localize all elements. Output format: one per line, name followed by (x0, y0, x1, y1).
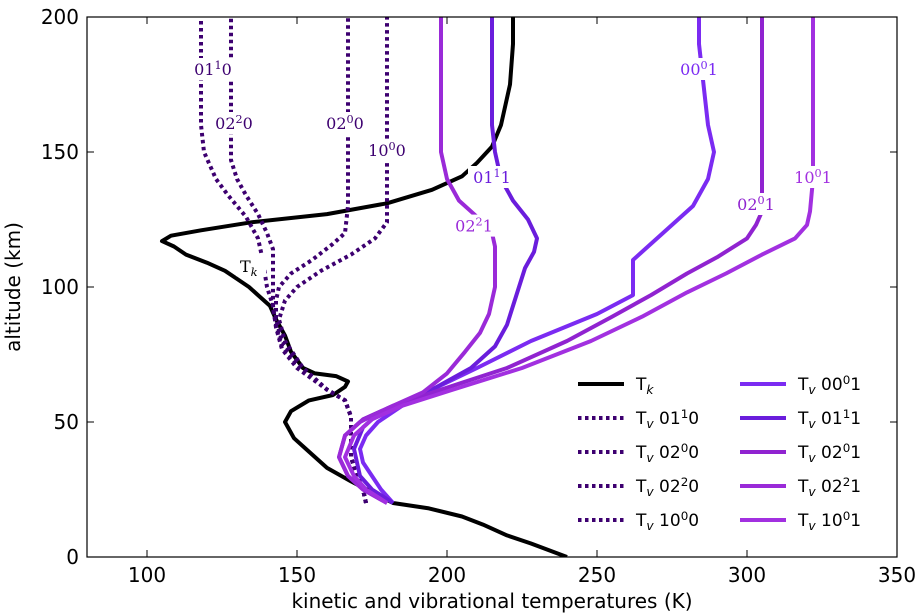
curve-label-bg (210, 112, 258, 134)
x-tick-label: 150 (278, 563, 316, 587)
curve-label-tv-100-1: 1001 (794, 167, 832, 187)
curve-label-bg (236, 254, 266, 277)
y-axis-title: altitude (km) (1, 222, 25, 352)
legend-label-tv-100-1: Tv 1001 (797, 509, 861, 533)
y-tick-label: 150 (41, 140, 79, 164)
legend-label-t-k: Tk (635, 375, 654, 397)
curve-label-tv-022-0: 0220 (215, 113, 253, 133)
y-tick-label: 100 (41, 275, 79, 299)
legend-label-tv-020-0: Tv 0200 (635, 441, 699, 465)
curve-labels: Tk 0110 0200 0220 1000 0001 0111 0201 0221 1001 (189, 58, 837, 279)
curve-label-bg (363, 139, 411, 161)
curve-label-t-k: Tk (240, 257, 258, 279)
curve-label-tv-000-1: 0001 (680, 59, 718, 79)
curve-label-tv-020-1: 0201 (737, 194, 775, 214)
x-tick-label: 100 (128, 563, 166, 587)
curve-label-tv-011-0: 0110 (194, 59, 232, 79)
x-tick-label: 250 (578, 563, 616, 587)
series-line-tv-020-0 (274, 17, 368, 504)
x-axis-title: kinetic and vibrational temperatures (K) (291, 589, 692, 613)
curve-label-bg (468, 166, 516, 188)
ticks-layer: 100 150 200 250 300 350 0 50 100 150 200 (41, 5, 916, 587)
curve-label-bg (189, 58, 237, 80)
curve-label-bg (732, 193, 780, 215)
y-tick-label: 0 (66, 545, 79, 569)
legend-label-tv-000-1: Tv 0001 (797, 373, 861, 397)
legend-label-tv-022-0: Tv 0220 (635, 475, 699, 499)
legend-label-tv-022-1: Tv 0221 (797, 475, 861, 499)
legend: Tk Tv 0110 Tv 0200 Tv 0220 Tv 1000 Tv 0001 Tv … (578, 373, 861, 533)
curve-label-tv-020-0: 0200 (326, 113, 364, 133)
series-line-tv-100-1 (343, 17, 815, 505)
legend-label-tv-011-0: Tv 0110 (635, 407, 699, 431)
curve-label-tv-100-0: 1000 (368, 140, 406, 160)
curve-label-tv-022-1: 0221 (455, 216, 493, 236)
legend-label-tv-011-1: Tv 0111 (797, 407, 861, 431)
curve-label-tv-011-1: 0111 (473, 167, 511, 187)
curve-label-bg (450, 214, 498, 237)
curve-label-bg (675, 58, 723, 80)
curve-label-bg (321, 112, 369, 134)
curve-label-bg (789, 166, 837, 188)
series-line-tv-000-1 (358, 17, 716, 505)
x-tick-label: 350 (878, 563, 916, 587)
legend-label-tv-020-1: Tv 0201 (797, 441, 861, 465)
y-tick-label: 50 (54, 410, 79, 434)
y-tick-label: 200 (41, 5, 79, 29)
x-tick-label: 300 (728, 563, 766, 587)
legend-label-tv-100-0: Tv 1000 (635, 509, 699, 533)
x-tick-label: 200 (428, 563, 466, 587)
series-line-tv-022-1 (337, 17, 497, 505)
